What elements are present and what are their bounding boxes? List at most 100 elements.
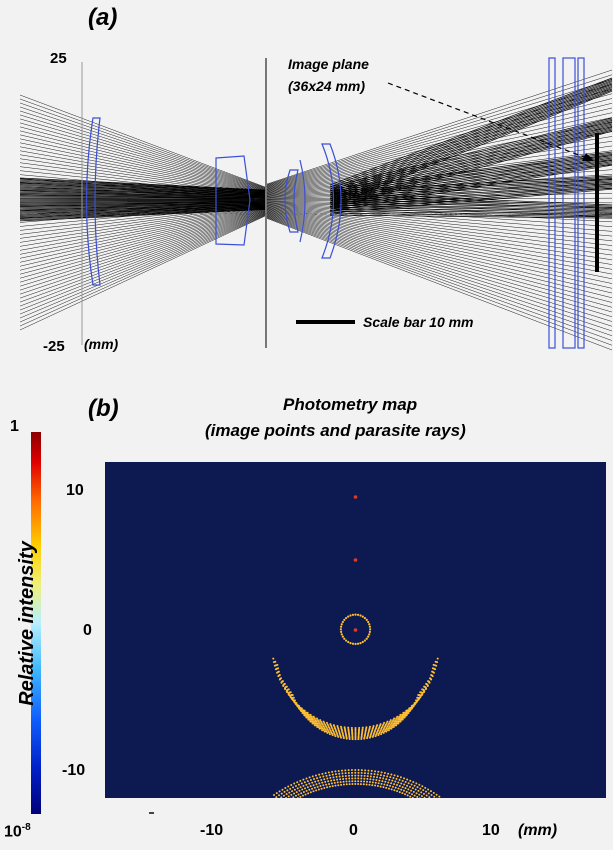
crescent-point bbox=[377, 727, 380, 730]
ray bbox=[19, 208, 267, 271]
ray bbox=[19, 203, 267, 209]
lower-arc-point bbox=[334, 770, 337, 773]
crescent-point bbox=[385, 722, 388, 725]
crescent-point bbox=[310, 715, 313, 718]
ray bbox=[329, 186, 613, 210]
lower-arc-point bbox=[297, 783, 300, 786]
lower-arc-point bbox=[331, 785, 334, 788]
ray bbox=[329, 83, 613, 196]
lower-arc-point bbox=[335, 775, 338, 778]
lower-arc-point bbox=[423, 796, 426, 798]
ray bbox=[265, 206, 613, 256]
lower-arc-point bbox=[370, 769, 373, 772]
crescent-point bbox=[393, 720, 396, 723]
ray bbox=[265, 183, 613, 199]
crescent-point bbox=[331, 734, 334, 737]
ray bbox=[265, 103, 613, 189]
lower-arc-point bbox=[293, 792, 296, 795]
lower-arc-point bbox=[354, 777, 357, 780]
lower-arc-point bbox=[369, 775, 372, 778]
crescent-point bbox=[272, 657, 275, 660]
lower-arc-point bbox=[371, 781, 374, 784]
lower-arc-point bbox=[381, 780, 384, 783]
lower-arc-point bbox=[427, 788, 430, 791]
lower-arc-point bbox=[296, 797, 299, 798]
crescent-point bbox=[394, 720, 397, 723]
lower-arc-point bbox=[360, 780, 363, 783]
x-unit: (mm) bbox=[518, 822, 558, 839]
ray bbox=[265, 210, 613, 289]
ray bbox=[265, 74, 613, 186]
ray bbox=[19, 205, 267, 213]
lower-arc-point bbox=[342, 783, 345, 786]
lower-arc-point bbox=[412, 790, 415, 793]
ray bbox=[329, 90, 613, 208]
ray bbox=[19, 186, 267, 195]
lower-arc-point bbox=[328, 782, 331, 785]
lower-arc-point bbox=[422, 792, 425, 795]
lower-arc-point bbox=[318, 773, 321, 776]
lower-arc-point bbox=[375, 779, 378, 782]
ray bbox=[329, 117, 613, 188]
lower-arc-point bbox=[428, 796, 431, 798]
crescent-point bbox=[381, 729, 384, 732]
lower-arc-point bbox=[438, 795, 441, 798]
lower-arc-point bbox=[372, 775, 375, 778]
crescent-point bbox=[392, 719, 395, 722]
lower-arc-point bbox=[360, 771, 363, 774]
ray bbox=[19, 193, 267, 198]
ray bbox=[329, 87, 613, 202]
colorbar bbox=[31, 432, 41, 814]
image-point bbox=[353, 628, 358, 632]
lower-arc-point bbox=[302, 790, 305, 793]
crescent-point bbox=[399, 715, 402, 718]
image-plane-label-1: Image plane bbox=[288, 56, 369, 72]
lower-arc-point bbox=[328, 785, 331, 788]
lower-arc-point bbox=[393, 774, 396, 777]
crescent-point bbox=[306, 711, 309, 714]
lower-arc-point bbox=[342, 780, 345, 783]
crescent-point bbox=[281, 680, 284, 683]
crescent-point bbox=[431, 670, 434, 673]
lower-arc-point bbox=[330, 779, 333, 782]
crescent-point bbox=[307, 713, 310, 716]
lower-arc-point bbox=[344, 772, 347, 775]
lower-arc-point bbox=[398, 778, 401, 781]
ray bbox=[19, 182, 267, 193]
crescent-point bbox=[311, 722, 314, 725]
ray bbox=[329, 118, 613, 190]
lower-arc-point bbox=[359, 783, 362, 786]
lower-arc-point bbox=[348, 783, 351, 786]
ray bbox=[265, 213, 613, 317]
crescent-point bbox=[376, 730, 379, 733]
crescent-point bbox=[321, 729, 324, 732]
crescent-point bbox=[327, 729, 330, 732]
lower-arc-point bbox=[376, 785, 379, 788]
lower-arc-point bbox=[296, 787, 299, 790]
ray bbox=[19, 204, 267, 211]
lower-arc-point bbox=[351, 777, 354, 780]
crescent-point bbox=[385, 730, 388, 733]
ray bbox=[265, 210, 613, 294]
lower-arc-point bbox=[382, 777, 385, 780]
crescent-point bbox=[380, 728, 383, 731]
crescent-point bbox=[399, 720, 402, 723]
lower-arc-point bbox=[368, 781, 371, 784]
crescent-point bbox=[384, 723, 387, 726]
ray bbox=[19, 185, 267, 194]
crescent-point bbox=[401, 713, 404, 716]
y-tick-10: 10 bbox=[66, 482, 84, 499]
crescent-point bbox=[378, 732, 381, 735]
lower-arc-point bbox=[280, 792, 283, 795]
lower-arc-point bbox=[397, 787, 400, 790]
crescent-point bbox=[322, 720, 325, 723]
lower-arc-point bbox=[305, 783, 308, 786]
lower-arc-point bbox=[357, 780, 360, 783]
lower-arc-point bbox=[317, 779, 320, 782]
ray bbox=[329, 80, 613, 190]
ray bbox=[329, 81, 613, 192]
lower-arc-point bbox=[370, 772, 373, 775]
lower-arc-point bbox=[411, 793, 414, 796]
lower-arc-point bbox=[316, 777, 319, 780]
crescent-point bbox=[326, 731, 329, 734]
